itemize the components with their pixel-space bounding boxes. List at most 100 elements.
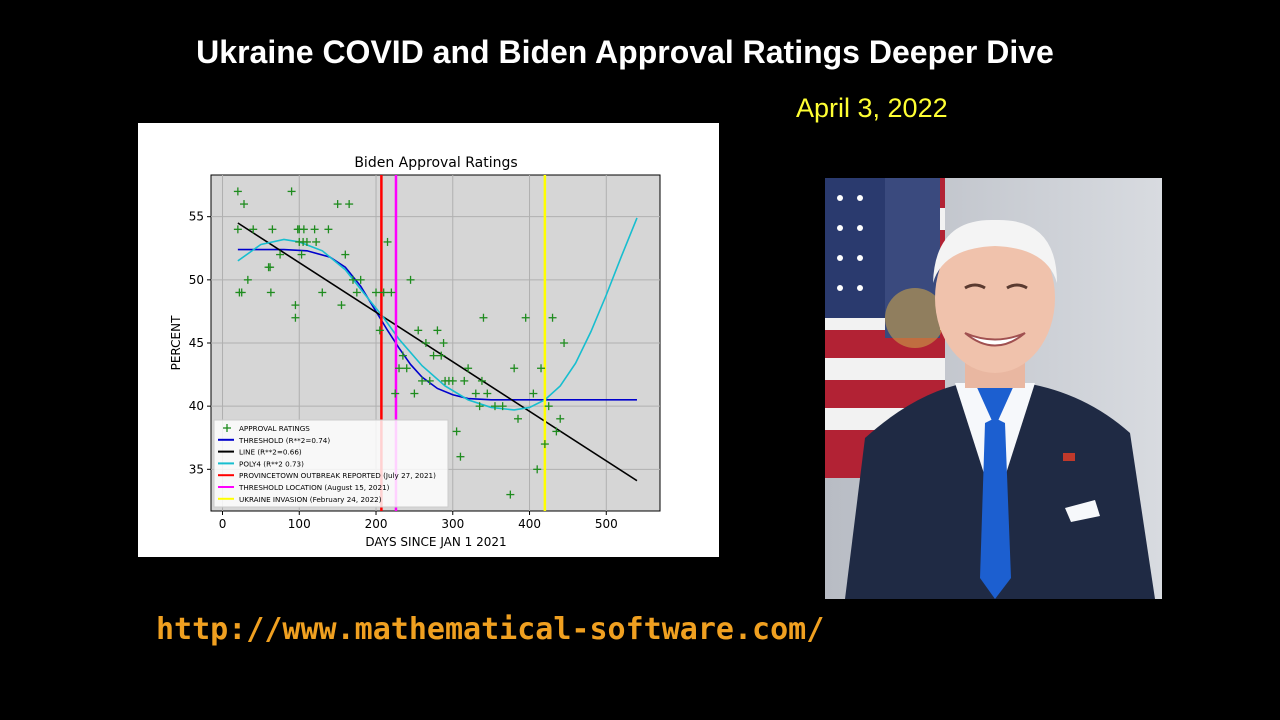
data-point	[483, 389, 492, 398]
data-point	[341, 250, 350, 259]
x-tick-label: 200	[365, 517, 388, 531]
data-point	[302, 237, 311, 246]
data-point	[460, 376, 469, 385]
approval-chart: Biden Approval Ratings 0 100 200 300 400 500 3…	[169, 155, 661, 549]
legend-label: THRESHOLD (R**2=0.74)	[238, 436, 330, 445]
chart-legend: APPROVAL RATINGS THRESHOLD (R**2=0.74) LIN…	[213, 419, 449, 508]
data-point	[421, 339, 430, 347]
face-graphic	[935, 223, 1055, 373]
y-tick-label: 35	[189, 462, 204, 476]
legend-label: PROVINCETOWN OUTBREAK REPORTED (July 27,…	[239, 471, 436, 480]
data-point	[552, 427, 561, 436]
data-point	[439, 339, 448, 347]
data-point	[425, 376, 434, 385]
legend-item: PROVINCETOWN OUTBREAK REPORTED (July 27,…	[218, 471, 436, 480]
data-point	[471, 389, 480, 398]
data-point	[337, 301, 346, 310]
data-point	[375, 326, 384, 335]
data-point	[233, 187, 242, 196]
data-point	[395, 364, 404, 373]
data-point	[297, 250, 306, 259]
data-point	[560, 339, 569, 347]
data-point	[437, 351, 446, 360]
data-point	[356, 275, 365, 284]
data-point	[387, 288, 396, 297]
legend-item: THRESHOLD LOCATION (August 15, 2021)	[218, 483, 390, 492]
data-point	[477, 376, 486, 385]
data-point	[410, 389, 419, 398]
x-tick-label: 500	[595, 517, 618, 531]
data-point	[291, 301, 300, 310]
data-point	[418, 376, 427, 385]
legend-item: THRESHOLD (R**2=0.74)	[218, 436, 330, 445]
x-axis-label: DAYS SINCE JAN 1 2021	[365, 535, 506, 549]
data-point	[414, 326, 423, 335]
data-point	[348, 275, 357, 284]
x-tick-label: 300	[441, 517, 464, 531]
data-point	[429, 351, 438, 360]
x-tick-label: 400	[518, 517, 541, 531]
data-point	[299, 225, 308, 234]
data-point	[276, 250, 285, 259]
data-point	[406, 275, 415, 284]
data-point	[556, 414, 565, 423]
data-point	[249, 225, 258, 234]
data-point	[345, 200, 354, 209]
data-point	[537, 364, 546, 373]
data-point	[383, 237, 392, 246]
data-point	[372, 288, 381, 297]
data-point	[506, 490, 515, 499]
data-point	[498, 402, 507, 411]
axis-ticks: 0 100 200 300 400 500 35 40 45 50 55	[189, 210, 618, 531]
approval-points	[233, 187, 569, 499]
date-label: April 3, 2022	[796, 93, 948, 123]
data-point	[318, 288, 327, 297]
y-tick-label: 40	[189, 399, 204, 413]
data-point	[233, 225, 242, 234]
data-point	[533, 465, 542, 474]
legend-item: POLY4 (R**2 0.73)	[218, 459, 304, 468]
legend-box	[213, 419, 449, 508]
legend-item: LINE (R**2=0.66)	[218, 448, 302, 457]
data-point	[287, 187, 296, 196]
series-line-2	[237, 217, 638, 411]
data-point	[352, 288, 361, 297]
president-portrait	[825, 178, 1162, 599]
series-line-1	[237, 222, 638, 482]
data-point	[310, 225, 319, 234]
data-point	[266, 263, 275, 272]
data-point	[529, 389, 538, 398]
legend-label: UKRAINE INVASION (February 24, 2022)	[239, 495, 382, 504]
data-point	[379, 288, 388, 297]
legend-label: POLY4 (R**2 0.73)	[239, 459, 304, 468]
data-point	[398, 351, 407, 360]
data-point	[240, 200, 249, 209]
data-point	[456, 452, 465, 461]
data-point	[521, 313, 530, 322]
data-point	[464, 364, 473, 373]
legend-item: APPROVAL RATINGS	[223, 424, 310, 433]
data-point	[433, 326, 442, 335]
y-tick-label: 55	[189, 210, 204, 224]
data-point	[268, 225, 277, 234]
data-point	[243, 275, 252, 284]
data-point	[324, 225, 333, 234]
legend-label: APPROVAL RATINGS	[239, 424, 310, 433]
data-point	[490, 402, 499, 411]
legend-label: LINE (R**2=0.66)	[239, 448, 302, 457]
y-tick-label: 50	[189, 273, 204, 287]
legend-label: THRESHOLD LOCATION (August 15, 2021)	[238, 483, 390, 492]
data-point	[540, 440, 549, 449]
data-point	[479, 313, 488, 322]
x-tick-label: 0	[219, 517, 227, 531]
data-point	[237, 288, 246, 297]
page-title: Ukraine COVID and Biden Approval Ratings…	[196, 34, 1054, 70]
data-point	[402, 364, 411, 373]
data-point	[510, 364, 519, 373]
data-point	[312, 237, 321, 246]
data-point	[548, 313, 557, 322]
website-link[interactable]: http://www.mathematical-software.com/	[156, 612, 825, 647]
data-point	[475, 402, 484, 411]
y-axis-label: PERCENT	[169, 315, 183, 370]
data-point	[452, 427, 461, 436]
